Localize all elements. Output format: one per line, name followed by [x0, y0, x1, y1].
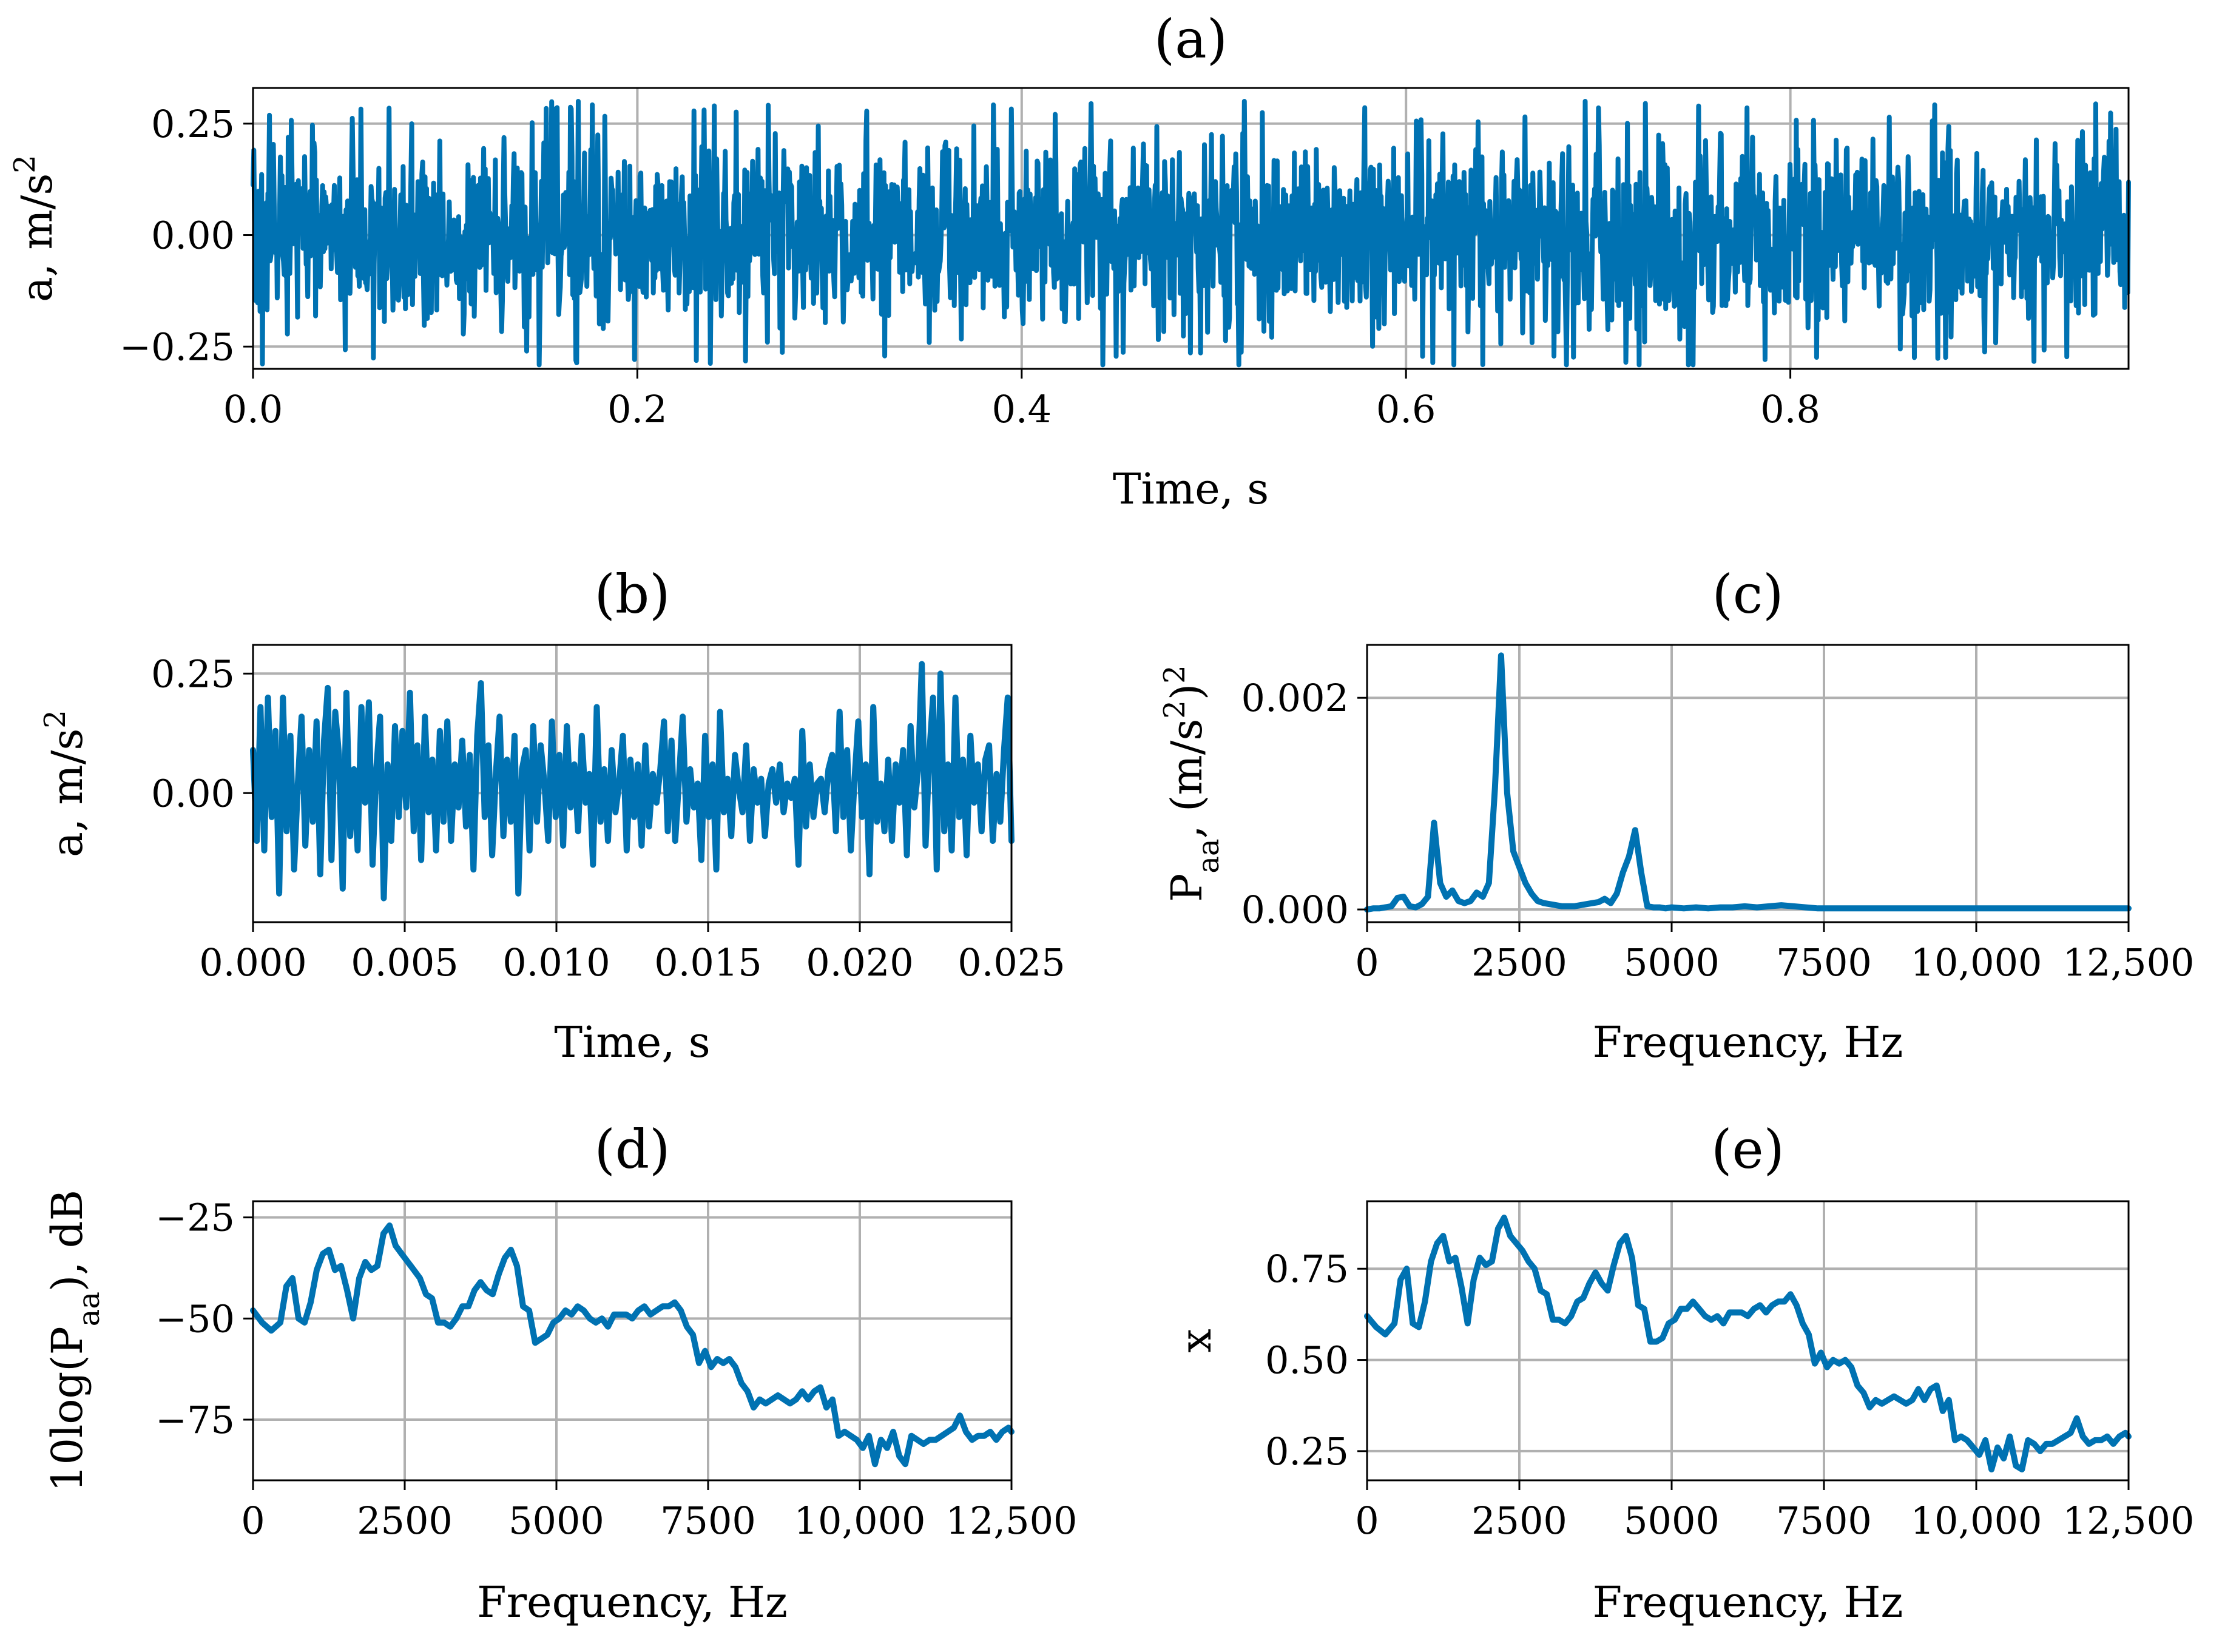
x-tick-label: 5000 [1624, 1499, 1720, 1543]
x-tick-label: 12,500 [2063, 940, 2195, 985]
panel-title: (c) [1712, 563, 1784, 625]
x-tick-label: 0 [1355, 940, 1379, 985]
series-line [1364, 652, 2132, 913]
axes-frame [252, 644, 1013, 923]
y-axis-label-sup: 2 [1158, 700, 1192, 719]
panel-title: (b) [595, 563, 670, 625]
x-tick-label: 2500 [357, 1499, 453, 1543]
y-axis-label-main: a, m/s [12, 174, 62, 302]
panel-d: 0 2500 5000 7500 10,000 12,500 −75 −50 −25 (d) Fre… [42, 1118, 1077, 1627]
x-axis-label: Time, s [554, 1017, 710, 1067]
x-axis-label: Frequency, Hz [1593, 1577, 1903, 1627]
series-line [250, 661, 1015, 902]
panel-title: (e) [1711, 1118, 1785, 1181]
x-tick-label: 0.020 [806, 940, 914, 985]
y-tick-label: −25 [155, 1196, 235, 1240]
x-tick-label: 0.8 [1760, 387, 1820, 431]
panel-b: 0.000 0.005 0.010 0.015 0.020 0.025 0.00 0.25 (b… [38, 563, 1065, 1067]
panel-title: (d) [595, 1118, 670, 1181]
series-line [250, 1222, 1015, 1468]
y-axis-label: Paa, (m/s2)2 [1158, 665, 1226, 902]
x-tick-label: 5000 [508, 1499, 604, 1543]
x-tick-label: 0.010 [502, 940, 610, 985]
y-axis-label-main: 10log(P [42, 1326, 92, 1492]
y-axis-label: 10log(Paa), dB [42, 1190, 106, 1492]
x-tick-label: 0.000 [199, 940, 307, 985]
x-tick-label: 7500 [1776, 940, 1872, 985]
x-tick-label: 0.025 [957, 940, 1065, 985]
x-tick-label: 10,000 [1911, 940, 2042, 985]
y-tick-label: 0.00 [151, 214, 235, 258]
x-tick-label: 12,500 [2063, 1499, 2195, 1543]
y-axis-label-main: a, m/s [42, 729, 92, 857]
x-axis-label: Time, s [1113, 464, 1269, 514]
y-axis-label-tail: , (m/s [1162, 719, 1212, 839]
x-tick-label: 0 [241, 1499, 265, 1543]
y-axis-label-sup: 2 [8, 155, 42, 174]
series-line [1364, 1215, 2132, 1472]
series-line [251, 99, 2131, 368]
y-axis-label-main: P [1162, 874, 1212, 902]
x-tick-label: 7500 [660, 1499, 756, 1543]
y-tick-label: 0.50 [1265, 1338, 1349, 1383]
y-tick-label: −50 [155, 1296, 235, 1341]
x-axis-label: Frequency, Hz [477, 1577, 788, 1627]
y-axis-label: a, m/s2 [8, 155, 62, 302]
x-tick-label: 7500 [1776, 1499, 1872, 1543]
y-axis-label-sup2: 2 [1158, 665, 1192, 684]
axes-frame [252, 1200, 1013, 1482]
x-tick-label: 0.2 [607, 387, 667, 431]
axes-frame [252, 87, 2130, 370]
x-tick-label: 5000 [1624, 940, 1720, 985]
x-axis-label: Frequency, Hz [1593, 1017, 1903, 1067]
y-tick-label: 0.000 [1241, 888, 1349, 932]
y-tick-label: −0.25 [120, 325, 235, 369]
y-tick-label: 0.25 [151, 102, 235, 146]
y-axis-label-tail: ), dB [42, 1190, 92, 1292]
x-tick-label: 12,500 [946, 1499, 1078, 1543]
panel-e: 0 2500 5000 7500 10,000 12,500 0.25 0.50 0.75 (e)… [1171, 1118, 2194, 1627]
panel-a: 0.0 0.2 0.4 0.6 0.8 −0.25 0.00 0.25 (a) Time, s a,… [8, 8, 2131, 514]
y-axis-label-main: x [1171, 1329, 1221, 1352]
y-axis-label-sub: aa [72, 1292, 106, 1326]
panel-title: (a) [1154, 8, 1228, 70]
axes-frame [1366, 644, 2130, 923]
y-axis-label-sub: aa [1192, 838, 1226, 873]
y-tick-label: 0.25 [151, 652, 235, 696]
x-tick-label: 0.0 [223, 387, 283, 431]
y-tick-label: −75 [155, 1398, 235, 1442]
axes-frame [1366, 1200, 2130, 1482]
y-tick-label: 0.75 [1265, 1247, 1349, 1291]
x-tick-label: 0.6 [1376, 387, 1436, 431]
y-axis-label: a, m/s2 [38, 710, 92, 857]
y-axis-label: x [1171, 1329, 1221, 1352]
y-axis-label-close: ) [1162, 684, 1212, 700]
x-tick-label: 0.4 [991, 387, 1052, 431]
x-tick-label: 0.015 [654, 940, 762, 985]
x-tick-label: 0 [1355, 1499, 1379, 1543]
x-tick-label: 10,000 [1911, 1499, 2042, 1543]
y-tick-label: 0.25 [1265, 1429, 1349, 1474]
x-tick-label: 10,000 [794, 1499, 926, 1543]
y-tick-label: 0.00 [151, 771, 235, 815]
x-tick-label: 2500 [1471, 940, 1567, 985]
x-tick-label: 0.005 [351, 940, 459, 985]
y-axis-label-sup: 2 [38, 710, 72, 729]
y-tick-label: 0.002 [1241, 676, 1349, 720]
panel-c: 0 2500 5000 7500 10,000 12,500 0.000 0.002 (c) Fr… [1158, 563, 2194, 1067]
x-tick-label: 2500 [1471, 1499, 1567, 1543]
